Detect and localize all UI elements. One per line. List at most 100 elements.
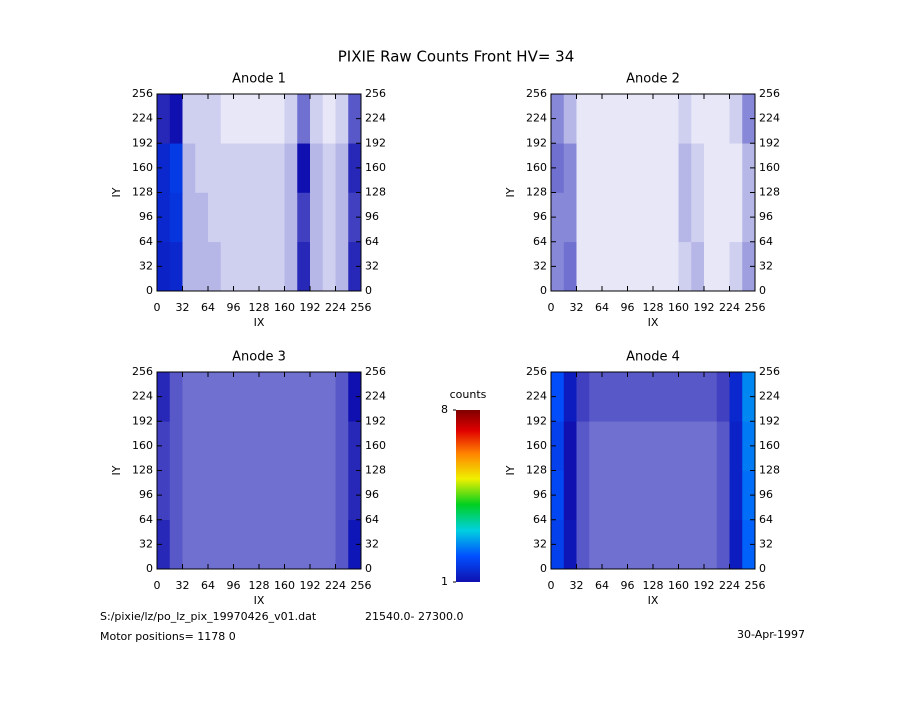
heat-cell (665, 241, 679, 292)
heat-cell (704, 241, 718, 292)
heat-cell (589, 192, 603, 243)
heat-cell (259, 470, 273, 521)
y-tick-label: 128 (759, 464, 780, 477)
heat-cell (589, 421, 603, 471)
heat-cell (563, 241, 577, 292)
heat-cell (653, 519, 667, 570)
heat-cell (742, 192, 756, 243)
heat-cell (602, 94, 616, 144)
heat-cell (665, 192, 679, 243)
heat-cell (653, 94, 667, 144)
heat-cell (602, 143, 616, 193)
heat-cell (653, 143, 667, 193)
x-tick-label: 256 (351, 301, 372, 314)
heat-cell (157, 421, 171, 471)
heat-cell (297, 421, 311, 471)
y-tick-label: 128 (759, 186, 780, 199)
figure-title: PIXIE Raw Counts Front HV= 34 (338, 48, 575, 66)
heat-cell (627, 519, 641, 570)
y-tick-label: 128 (132, 186, 153, 199)
heat-cell (614, 241, 628, 292)
x-tick-label: 128 (249, 301, 270, 314)
heat-cell (589, 519, 603, 570)
y-tick-label: 192 (365, 414, 386, 427)
heat-cell (665, 372, 679, 422)
x-tick-label: 160 (274, 579, 295, 592)
y-tick-label: 0 (146, 284, 153, 297)
heat-cell (653, 470, 667, 521)
heat-cell (246, 470, 260, 521)
heat-cell (653, 372, 667, 422)
y-tick-label: 32 (139, 259, 153, 272)
heat-cell (716, 192, 730, 243)
heat-cell (208, 192, 222, 243)
y-tick-label: 224 (365, 112, 386, 125)
y-tick-label: 32 (365, 537, 379, 550)
y-tick-label: 64 (759, 235, 773, 248)
heat-cell (208, 241, 222, 292)
heat-cell (348, 519, 362, 570)
heat-cell (322, 94, 336, 144)
heat-cell (310, 421, 324, 471)
heat-cell (614, 143, 628, 193)
heat-cell (259, 519, 273, 570)
x-axis-label: IX (648, 594, 659, 607)
y-tick-label: 32 (533, 259, 547, 272)
heat-cell (322, 470, 336, 521)
heat-cell (716, 372, 730, 422)
heat-cell (640, 372, 654, 422)
y-tick-label: 256 (526, 87, 547, 100)
heat-cell (195, 192, 209, 243)
y-tick-label: 0 (146, 562, 153, 575)
y-tick-label: 256 (365, 87, 386, 100)
y-axis-label: IY (110, 187, 123, 197)
x-tick-label: 224 (325, 579, 346, 592)
heat-cell (271, 421, 285, 471)
heat-cell (704, 94, 718, 144)
heat-cell (678, 372, 692, 422)
y-tick-label: 160 (526, 439, 547, 452)
heat-cell (322, 192, 336, 243)
heat-cell (589, 241, 603, 292)
heat-cell (220, 241, 234, 292)
heat-cell (284, 372, 298, 422)
heat-cell (716, 519, 730, 570)
heat-cell (335, 470, 349, 521)
y-axis-label: IY (504, 465, 517, 475)
heat-cell (576, 421, 590, 471)
heat-cell (576, 470, 590, 521)
heat-cell (704, 421, 718, 471)
heat-cell (729, 372, 743, 422)
y-tick-label: 224 (132, 112, 153, 125)
x-axis-label: IX (648, 316, 659, 329)
heat-cell (220, 519, 234, 570)
x-tick-label: 128 (249, 579, 270, 592)
heat-cell (195, 94, 209, 144)
x-tick-label: 64 (201, 579, 215, 592)
x-tick-label: 96 (227, 579, 241, 592)
x-tick-label: 96 (621, 579, 635, 592)
y-tick-label: 256 (759, 365, 780, 378)
heat-cell (259, 143, 273, 193)
y-tick-label: 192 (759, 414, 780, 427)
heat-cell (195, 519, 209, 570)
heat-cell (335, 421, 349, 471)
y-tick-label: 64 (139, 235, 153, 248)
heat-cell (691, 470, 705, 521)
heat-cell (551, 470, 565, 521)
heat-cell (169, 94, 183, 144)
heat-cell (284, 470, 298, 521)
heat-cell (297, 94, 311, 144)
heat-cell (233, 192, 247, 243)
heat-cell (716, 241, 730, 292)
heat-cell (310, 192, 324, 243)
heat-cell (729, 143, 743, 193)
heat-cell (322, 421, 336, 471)
y-tick-label: 64 (533, 235, 547, 248)
colorbar (456, 410, 480, 582)
heat-cell (348, 94, 362, 144)
heat-cell (310, 241, 324, 292)
heat-cell (284, 94, 298, 144)
x-tick-label: 96 (621, 301, 635, 314)
y-tick-label: 224 (526, 112, 547, 125)
